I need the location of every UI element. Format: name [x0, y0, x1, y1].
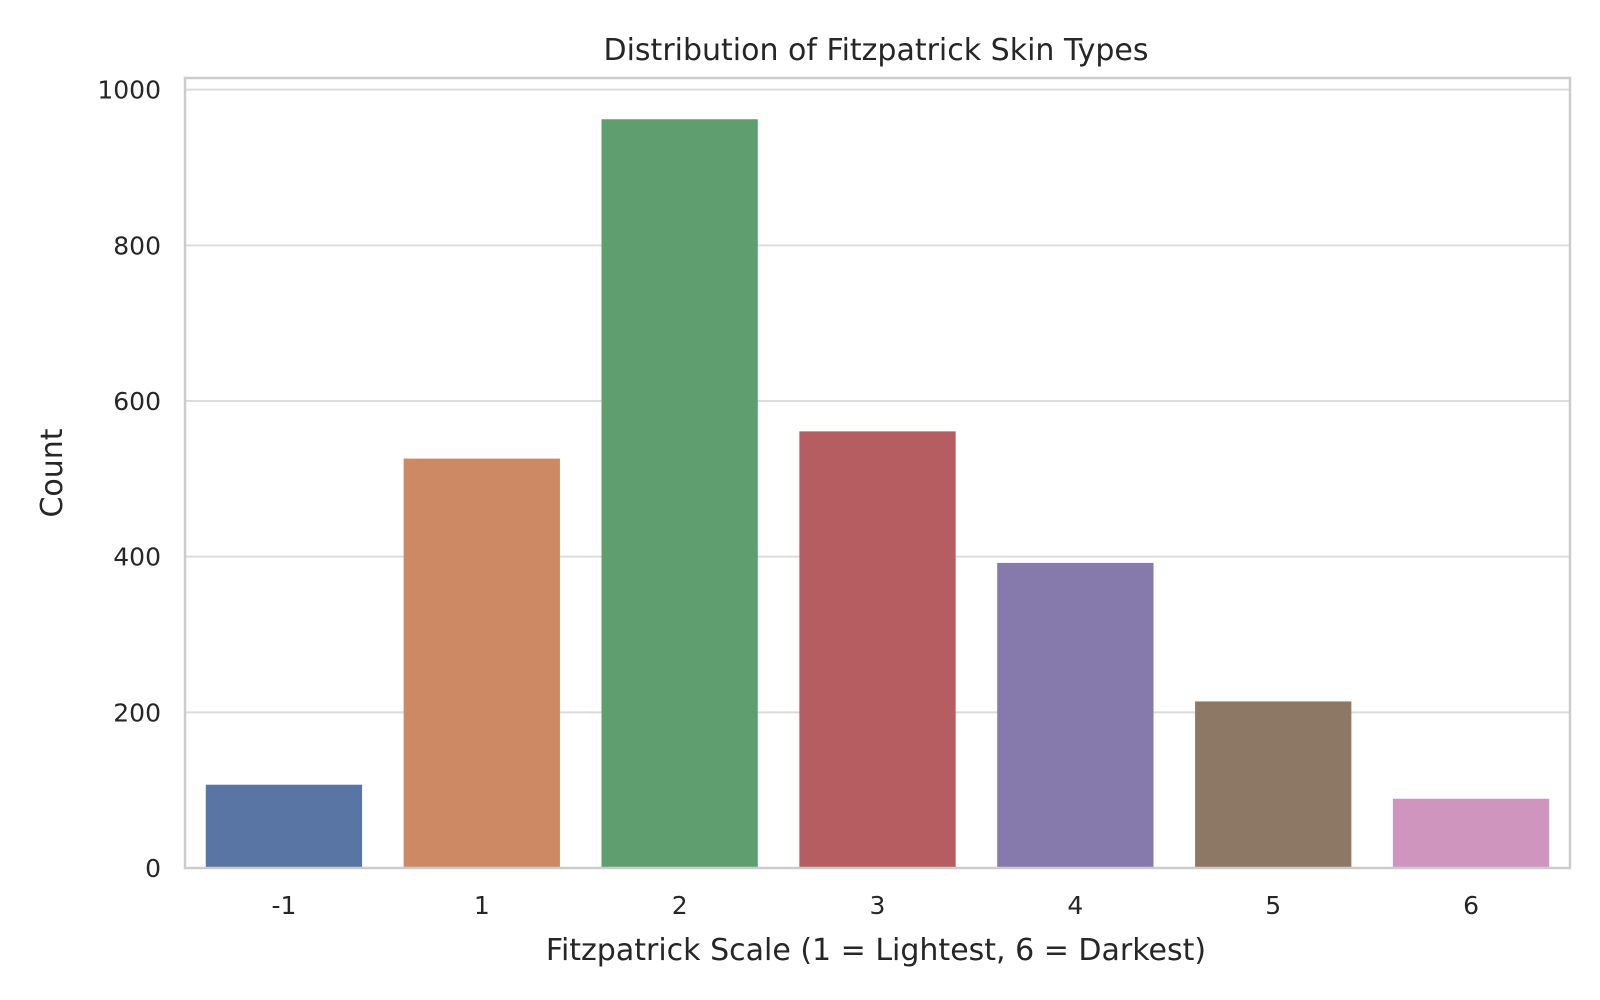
x-axis-ticks: -1 1 2 3 4 5 6: [271, 891, 1479, 920]
y-tick-label: 1000: [97, 76, 161, 105]
x-tick-label: 3: [870, 891, 886, 920]
y-tick-label: 800: [113, 231, 161, 260]
y-tick-label: 200: [113, 698, 161, 727]
y-tick-label: 0: [145, 854, 161, 883]
chart-title: Distribution of Fitzpatrick Skin Types: [603, 33, 1148, 68]
bars: [205, 119, 1550, 869]
bar-4: [997, 562, 1154, 868]
bar-2: [601, 119, 758, 869]
x-tick-label: 5: [1265, 891, 1281, 920]
y-axis-ticks: 0 200 400 600 800 1000: [97, 76, 161, 883]
bar-5: [1195, 701, 1352, 868]
plot-frame: [183, 76, 1572, 870]
y-tick-label: 400: [113, 543, 161, 572]
bar-1: [403, 458, 560, 868]
bar--1: [205, 784, 363, 868]
x-tick-label: 6: [1463, 891, 1479, 920]
bar-6: [1392, 798, 1550, 868]
x-tick-label: 1: [474, 891, 490, 920]
bar-3: [799, 431, 956, 868]
y-axis-label: Count: [35, 428, 70, 517]
y-tick-label: 600: [113, 387, 161, 416]
x-axis-label: Fitzpatrick Scale (1 = Lightest, 6 = Dar…: [546, 933, 1206, 968]
x-tick-label: 4: [1067, 891, 1083, 920]
x-tick-label: -1: [271, 891, 296, 920]
x-tick-label: 2: [672, 891, 688, 920]
